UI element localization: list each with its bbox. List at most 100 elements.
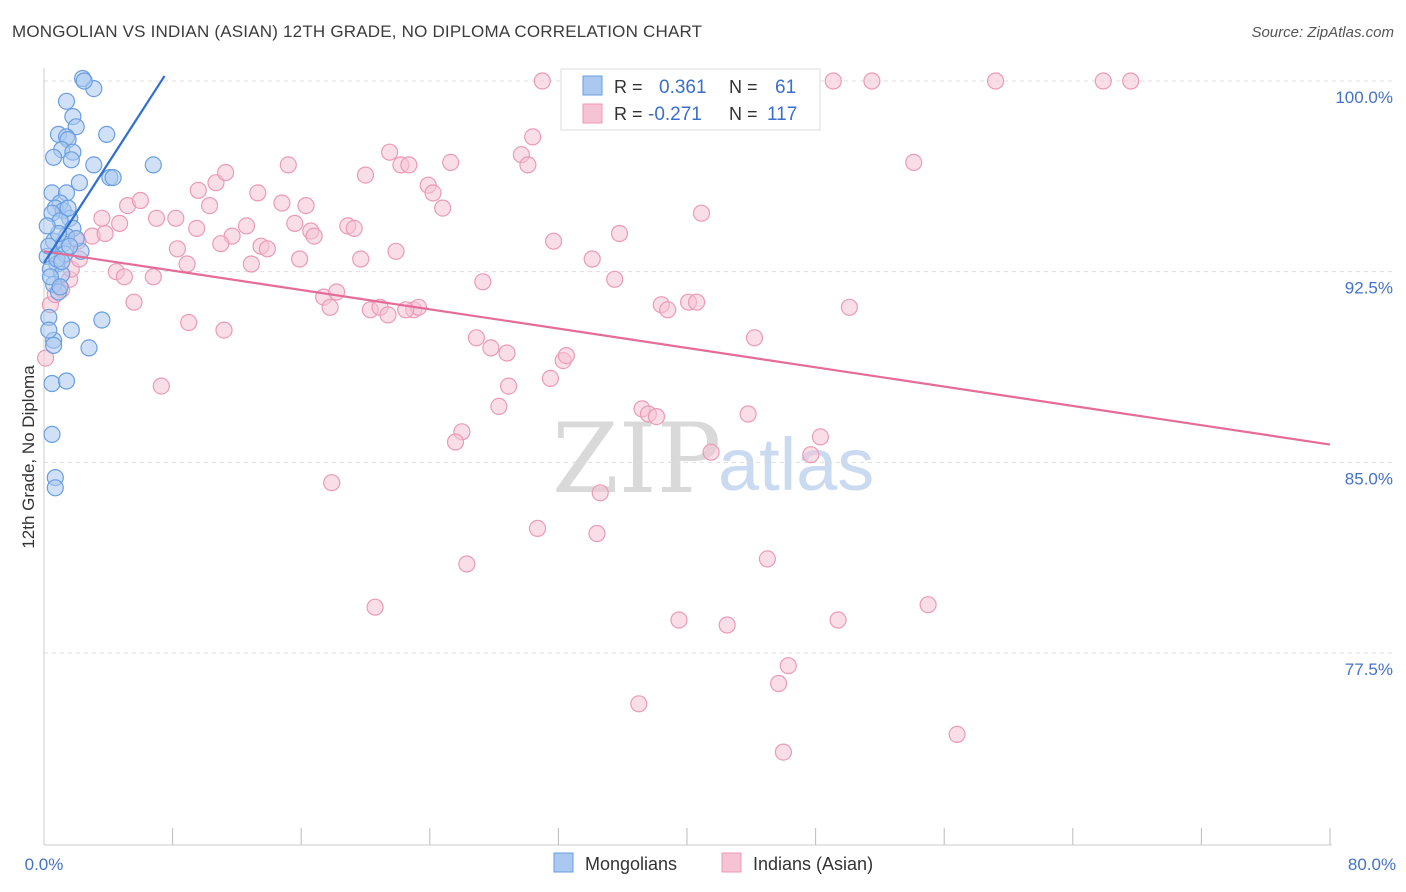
indian-point <box>273 194 291 212</box>
x-axis-ticks <box>172 828 1331 845</box>
indian-point <box>125 293 143 311</box>
indian-point <box>366 598 384 616</box>
mongolian-point <box>85 156 103 174</box>
indian-point <box>702 443 720 461</box>
indian-point <box>824 72 842 90</box>
indian-point <box>152 377 170 395</box>
mongolian-point <box>62 151 80 169</box>
mongolian-point <box>38 217 56 235</box>
indian-point <box>745 329 764 347</box>
x-tick-label-left: 0.0% <box>25 855 64 874</box>
indian-point <box>93 209 111 227</box>
mongolian-point <box>44 148 63 166</box>
indian-point <box>323 474 341 492</box>
legend-indians-label: Indians (Asian) <box>753 854 873 874</box>
mongolian-r-value: 0.361 <box>659 77 707 98</box>
indian-point <box>533 72 551 90</box>
y-tick-label: 92.5% <box>1345 279 1393 298</box>
indian-point <box>1094 72 1112 90</box>
indian-point <box>905 153 923 171</box>
indian-point <box>168 240 186 258</box>
indian-point <box>541 369 560 387</box>
indian-point <box>356 166 375 184</box>
indian-point <box>948 725 966 744</box>
mongolian-point <box>57 92 76 110</box>
indian-point <box>769 674 788 693</box>
indian-point <box>352 250 370 268</box>
mongolian-point <box>61 237 79 255</box>
indian-point <box>718 616 736 634</box>
mongolian-r-label: R = <box>614 77 643 97</box>
indian-point <box>212 235 230 253</box>
indian-point <box>659 301 677 319</box>
indian-point <box>557 347 576 365</box>
indian-point <box>986 72 1005 90</box>
indian-point <box>498 344 516 362</box>
mongolian-point <box>57 372 76 390</box>
indian-point <box>424 184 442 202</box>
indian-point <box>442 153 460 171</box>
indian-point <box>490 397 508 415</box>
mongolian-point <box>75 72 93 90</box>
mongolian-point <box>93 311 111 329</box>
indian-r-label: R = <box>614 104 643 124</box>
indian-point <box>829 611 847 629</box>
indian-point <box>180 313 198 332</box>
gridlines <box>44 80 1392 654</box>
indian-point <box>474 273 492 291</box>
indian-point <box>387 242 405 260</box>
indian-point <box>237 217 256 235</box>
legend-mongolians-swatch <box>553 852 574 873</box>
indian-point <box>774 743 793 761</box>
indian-point <box>591 484 609 502</box>
indian-point <box>739 405 757 423</box>
indian-point <box>381 143 399 161</box>
mongolian-point <box>144 156 162 174</box>
indian-point <box>482 339 500 357</box>
indian-point <box>588 524 606 543</box>
indian-point <box>500 377 518 395</box>
indian-n-label: N = <box>729 104 758 124</box>
indian-point <box>458 555 476 573</box>
indian-point <box>345 219 363 237</box>
indian-point <box>286 214 304 232</box>
indian-point <box>115 268 134 286</box>
indian-point <box>467 329 485 347</box>
mongolian-point <box>51 278 69 296</box>
indian-point <box>670 611 688 629</box>
source-credit: Source: ZipAtlas.com <box>1251 24 1394 41</box>
indian-point <box>96 224 114 243</box>
indian-point <box>291 250 309 268</box>
indian-point <box>379 306 397 324</box>
indian-legend-swatch <box>582 103 603 124</box>
indian-points <box>36 72 1140 761</box>
indian-point <box>630 695 648 713</box>
indian-point <box>189 181 207 199</box>
indian-point <box>131 191 149 210</box>
indian-point <box>687 293 706 311</box>
indian-point <box>217 163 235 182</box>
indian-point <box>305 227 323 245</box>
indian-r-value: -0.271 <box>648 104 702 125</box>
indian-point <box>242 255 260 273</box>
mongolian-point <box>43 374 61 393</box>
indian-point <box>524 128 542 146</box>
indian-point <box>36 349 55 367</box>
mongolian-point <box>70 174 89 192</box>
mongolian-trend-line <box>43 75 166 264</box>
indian-point <box>328 283 346 301</box>
indian-point <box>528 519 547 538</box>
chart-title: MONGOLIAN VS INDIAN (ASIAN) 12TH GRADE, … <box>12 22 703 41</box>
indian-point <box>446 433 465 451</box>
y-tick-label: 77.5% <box>1345 660 1393 679</box>
indian-point <box>758 550 777 568</box>
legend-indians-swatch <box>721 852 742 873</box>
indian-point <box>258 240 276 258</box>
indian-point <box>779 657 797 675</box>
indian-point <box>147 209 166 227</box>
mongolian-legend-swatch <box>582 75 603 96</box>
indian-point <box>188 219 206 237</box>
watermark-zip: ZIP <box>552 403 721 515</box>
indian-point <box>610 224 629 243</box>
